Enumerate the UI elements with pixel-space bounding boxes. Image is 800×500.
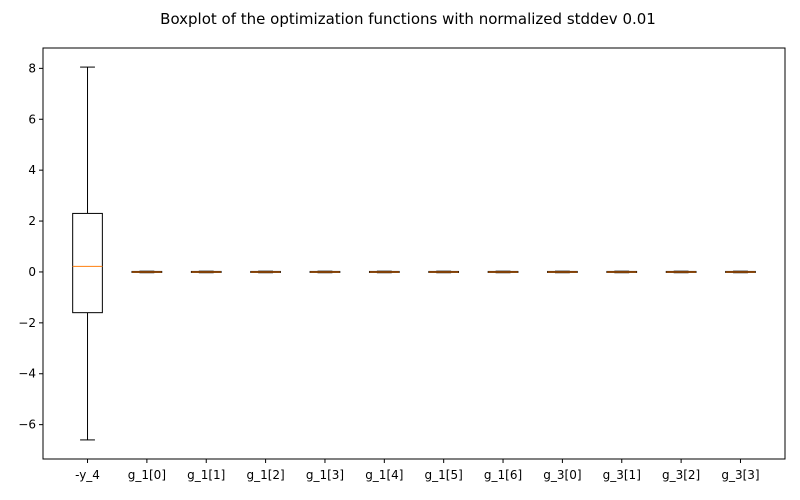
y-tick-label: 8 <box>28 61 36 75</box>
box-g_1[1] <box>190 270 222 274</box>
box-g_1[0] <box>131 270 163 274</box>
box-g_3[3] <box>725 270 756 274</box>
x-tick-label: g_3[2] <box>662 468 700 482</box>
box-g_1[6] <box>487 270 519 274</box>
x-tick-label: g_3[0] <box>543 468 581 482</box>
x-tick-label: g_3[3] <box>721 468 759 482</box>
x-tick-label: g_1[5] <box>425 468 463 482</box>
x-tick-label: g_3[1] <box>603 468 641 482</box>
box-g_3[1] <box>606 270 638 274</box>
x-tick-label: g_1[2] <box>246 468 284 482</box>
y-tick-label: 6 <box>28 112 36 126</box>
y-tick-label: −4 <box>18 367 36 381</box>
box-g_1[5] <box>428 270 460 274</box>
x-tick-label: g_1[6] <box>484 468 522 482</box>
box-body <box>72 212 103 314</box>
x-tick-label: g_1[1] <box>187 468 225 482</box>
y-tick-label: 4 <box>28 163 36 177</box>
y-tick-label: 0 <box>28 265 36 279</box>
y-axis: −6 −4 −2 0 2 4 6 8 <box>18 61 43 432</box>
x-tick-label: -y_4 <box>75 468 100 482</box>
box-g_1[3] <box>309 270 341 274</box>
x-tick-label: g_1[4] <box>365 468 403 482</box>
x-tick-label: g_1[0] <box>128 468 166 482</box>
x-tick-label: g_1[3] <box>306 468 344 482</box>
plot-frame <box>42 47 786 460</box>
y-tick-label: −2 <box>18 316 36 330</box>
box--y_4 <box>72 66 103 441</box>
x-axis: -y_4 g_1[0] g_1[1] g_1[2] g_1[3] g_1[4] g_1[5]… <box>75 459 760 482</box>
box-g_3[2] <box>665 270 697 274</box>
box-g_1[2] <box>250 270 281 274</box>
chart-title: Boxplot of the optimization functions wi… <box>160 10 656 28</box>
box-g_3[0] <box>547 270 578 274</box>
boxes-layer <box>72 66 756 441</box>
y-tick-label: −6 <box>18 418 36 432</box>
y-tick-label: 2 <box>28 214 36 228</box>
box-g_1[4] <box>368 270 400 274</box>
